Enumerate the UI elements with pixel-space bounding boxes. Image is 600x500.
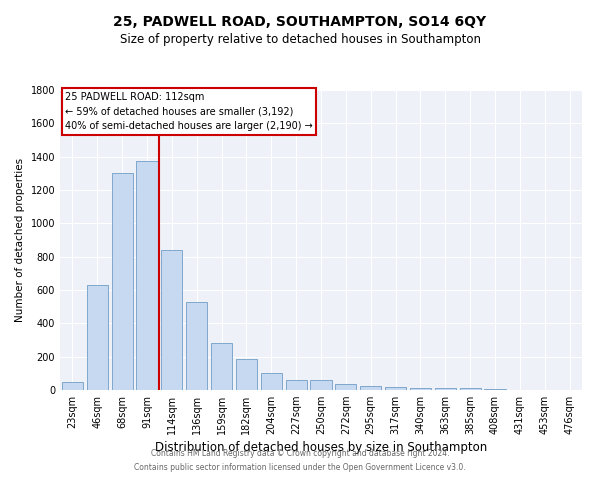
Bar bbox=[87, 285, 108, 390]
Bar bbox=[161, 250, 182, 390]
Bar bbox=[335, 384, 356, 390]
Bar bbox=[62, 382, 83, 390]
Bar bbox=[385, 386, 406, 390]
Bar bbox=[261, 374, 282, 390]
Text: Size of property relative to detached houses in Southampton: Size of property relative to detached ho… bbox=[119, 32, 481, 46]
Text: 25 PADWELL ROAD: 112sqm
← 59% of detached houses are smaller (3,192)
40% of semi: 25 PADWELL ROAD: 112sqm ← 59% of detache… bbox=[65, 92, 313, 131]
Bar bbox=[410, 388, 431, 390]
Y-axis label: Number of detached properties: Number of detached properties bbox=[15, 158, 25, 322]
Bar bbox=[236, 359, 257, 390]
Bar bbox=[360, 386, 381, 390]
Text: Contains HM Land Registry data © Crown copyright and database right 2024.: Contains HM Land Registry data © Crown c… bbox=[151, 448, 449, 458]
Bar bbox=[435, 388, 456, 390]
Bar bbox=[112, 174, 133, 390]
X-axis label: Distribution of detached houses by size in Southampton: Distribution of detached houses by size … bbox=[155, 442, 487, 454]
Text: Contains public sector information licensed under the Open Government Licence v3: Contains public sector information licen… bbox=[134, 464, 466, 472]
Bar bbox=[136, 161, 158, 390]
Bar bbox=[186, 302, 207, 390]
Bar bbox=[484, 389, 506, 390]
Bar bbox=[460, 388, 481, 390]
Text: 25, PADWELL ROAD, SOUTHAMPTON, SO14 6QY: 25, PADWELL ROAD, SOUTHAMPTON, SO14 6QY bbox=[113, 15, 487, 29]
Bar bbox=[211, 342, 232, 390]
Bar bbox=[286, 380, 307, 390]
Bar bbox=[310, 380, 332, 390]
